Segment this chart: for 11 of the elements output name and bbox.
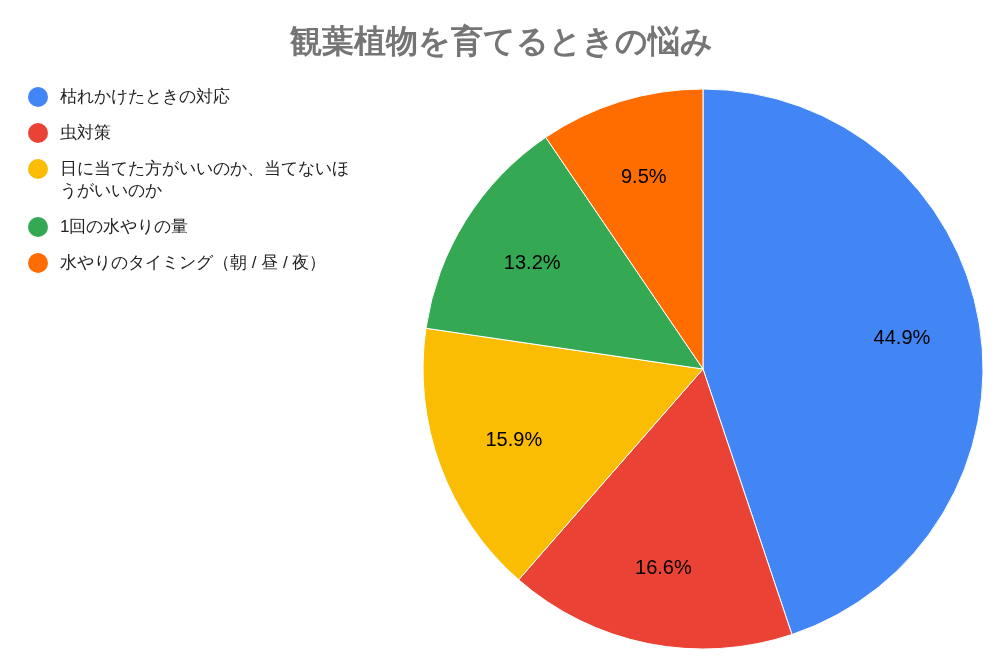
legend-label: 枯れかけたときの対応: [60, 86, 231, 108]
legend-label: 1回の水やりの量: [60, 216, 190, 238]
chart-title: 観葉植物を育てるときの悩み: [289, 22, 714, 61]
data-label: 44.9%: [873, 325, 931, 348]
legend-label: 日に当てた方がいいのか、当てないほうがいいのか: [60, 158, 350, 202]
legend-label: 虫対策: [60, 122, 112, 144]
data-label: 15.9%: [485, 427, 543, 450]
data-label: 13.2%: [503, 250, 561, 273]
data-label: 16.6%: [635, 555, 692, 578]
data-label: 9.5%: [620, 165, 667, 188]
legend-label: 水やりのタイミング（朝 / 昼 / 夜）: [60, 252, 328, 274]
